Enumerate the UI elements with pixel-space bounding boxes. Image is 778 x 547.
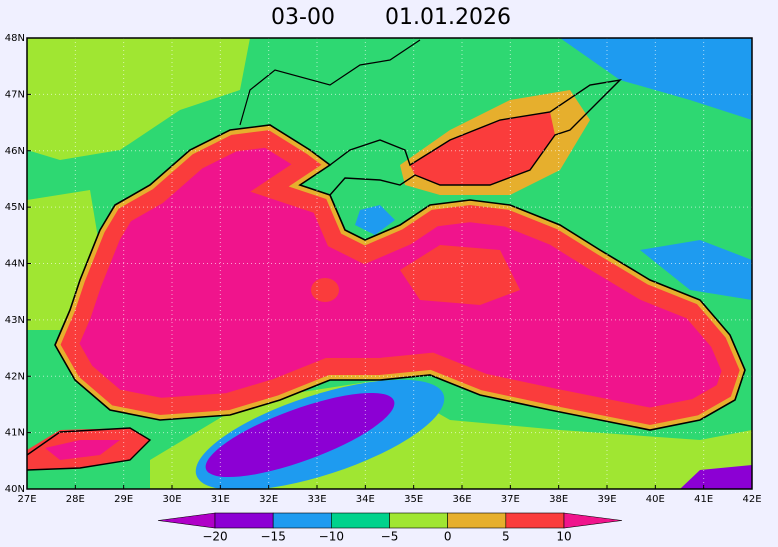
lon-tick-label: 35E (404, 494, 423, 505)
lat-tick-label: 46N (5, 146, 25, 157)
lat-tick-label: 43N (5, 315, 25, 326)
title-time: 03-00 (271, 5, 335, 30)
lon-tick-label: 30E (162, 494, 181, 505)
coastline (239, 39, 421, 126)
colorbar-label: 5 (502, 530, 510, 544)
lon-tick-label: 33E (307, 494, 326, 505)
coastline (54, 124, 746, 431)
field-area (27, 190, 100, 330)
colorbar-label: 0 (444, 530, 452, 544)
lat-tick-label: 45N (5, 202, 25, 213)
coastline (329, 78, 623, 196)
lat-tick-label: 40N (5, 484, 25, 495)
lon-tick-label: 38E (549, 494, 568, 505)
lon-tick-label: 34E (356, 494, 375, 505)
field-area (640, 240, 752, 300)
title-date: 01.01.2026 (385, 5, 511, 30)
field-area (205, 392, 395, 478)
field-area (400, 245, 520, 305)
colorbar-segment (331, 512, 390, 529)
lon-tick-label: 28E (66, 494, 85, 505)
lon-tick-label: 42E (742, 494, 761, 505)
colorbar-segment (389, 512, 448, 529)
colorbar-segment (272, 512, 332, 529)
lon-tick-label: 37E (501, 494, 520, 505)
coastline (27, 427, 152, 471)
colorbar-label: −10 (319, 530, 344, 544)
lon-tick-label: 41E (694, 494, 713, 505)
field-area (680, 465, 752, 489)
lon-tick-label: 29E (114, 494, 133, 505)
field-area (45, 440, 120, 460)
colorbar-low-triangle (157, 512, 216, 529)
colorbar-label: −5 (381, 530, 399, 544)
colorbar-high-triangle (563, 512, 623, 529)
lat-tick-label: 41N (5, 428, 25, 439)
lon-tick-label: 27E (17, 494, 36, 505)
lat-tick-label: 42N (5, 371, 25, 382)
lat-tick-label: 47N (5, 89, 25, 100)
colorbar-label: −20 (202, 530, 227, 544)
field-area (355, 205, 395, 235)
lat-tick-label: 44N (5, 259, 25, 270)
colorbar-segment (505, 512, 565, 529)
lon-tick-label: 36E (452, 494, 471, 505)
lon-tick-label: 31E (211, 494, 230, 505)
colorbar-segment (447, 512, 507, 529)
lon-tick-label: 39E (597, 494, 616, 505)
field-area (410, 112, 555, 185)
colorbar-label: 10 (556, 530, 571, 544)
lon-tick-label: 32E (259, 494, 278, 505)
lat-tick-label: 48N (5, 33, 25, 44)
field (27, 38, 752, 489)
field-area (311, 278, 339, 302)
field-area (27, 38, 250, 160)
lon-tick-label: 40E (646, 494, 665, 505)
colorbar-segment (214, 512, 274, 529)
colorbar-label: −15 (261, 530, 286, 544)
